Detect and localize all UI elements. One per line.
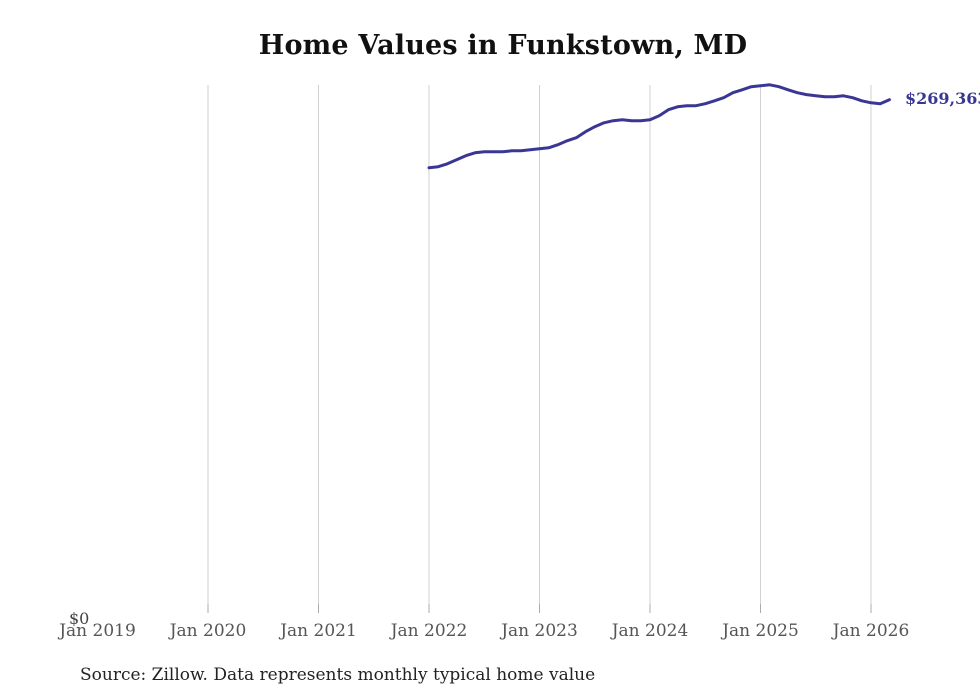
source-note: Source: Zillow. Data represents monthly …: [80, 665, 596, 685]
vertical-gridlines: [207, 85, 872, 613]
latest-value-label: $269,363: [905, 89, 980, 108]
chart-title: Home Values in Funkstown, MD: [258, 30, 748, 61]
chart-canvas: [207, 83, 891, 613]
home-value-line: [427, 83, 891, 170]
y-axis-zero-label: $0: [69, 609, 90, 628]
